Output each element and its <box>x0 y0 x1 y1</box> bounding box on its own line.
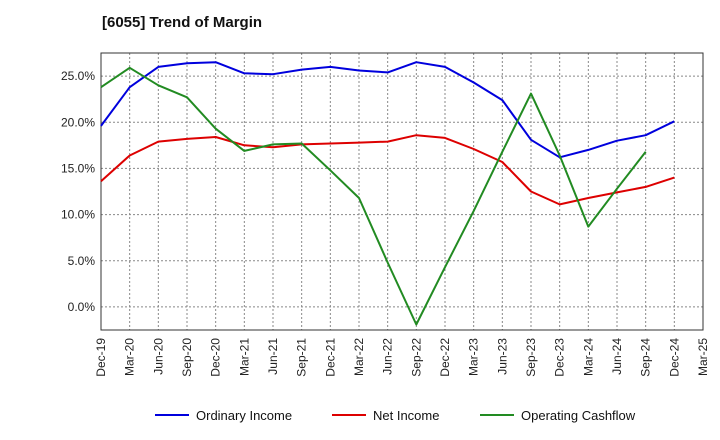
chart-title: [6055] Trend of Margin <box>102 14 263 31</box>
x-tick-label: Sep-24 <box>639 338 653 377</box>
x-tick-label: Sep-20 <box>180 338 194 377</box>
x-tick-label: Mar-23 <box>467 338 481 376</box>
legend-label: Operating Cashflow <box>521 408 636 423</box>
x-tick-label: Dec-24 <box>667 338 681 377</box>
x-tick-label: Sep-21 <box>295 338 309 377</box>
x-tick-label: Sep-22 <box>409 338 423 377</box>
x-tick-label: Dec-19 <box>94 338 108 377</box>
y-tick-label: 15.0% <box>61 161 95 175</box>
y-tick-label: 20.0% <box>61 115 95 129</box>
x-tick-label: Jun-21 <box>266 338 280 375</box>
x-tick-label: Jun-22 <box>381 338 395 375</box>
x-tick-label: Mar-22 <box>352 338 366 376</box>
x-tick-label: Dec-22 <box>438 338 452 377</box>
x-tick-label: Jun-23 <box>495 338 509 375</box>
y-tick-label: 0.0% <box>68 300 96 314</box>
x-tick-label: Sep-23 <box>524 338 538 377</box>
x-tick-label: Mar-21 <box>237 338 251 376</box>
x-tick-label: Mar-24 <box>581 338 595 376</box>
x-tick-label: Mar-25 <box>696 338 710 376</box>
series-line-ordinary-income <box>100 61 675 159</box>
x-tick-label: Dec-21 <box>323 338 337 377</box>
legend-label: Net Income <box>373 408 439 423</box>
y-tick-label: 10.0% <box>61 208 95 222</box>
series-line-net-income <box>100 134 675 206</box>
x-tick-label: Mar-20 <box>123 338 137 376</box>
legend-label: Ordinary Income <box>196 408 292 423</box>
plot-area-border <box>100 52 704 331</box>
x-tick-label: Jun-24 <box>610 338 624 375</box>
y-tick-label: 5.0% <box>68 254 96 268</box>
series-line-operating-cashflow <box>100 66 647 326</box>
y-tick-label: 25.0% <box>61 69 95 83</box>
x-tick-label: Dec-23 <box>553 338 567 377</box>
x-tick-label: Jun-20 <box>151 338 165 375</box>
x-tick-label: Dec-20 <box>209 338 223 377</box>
